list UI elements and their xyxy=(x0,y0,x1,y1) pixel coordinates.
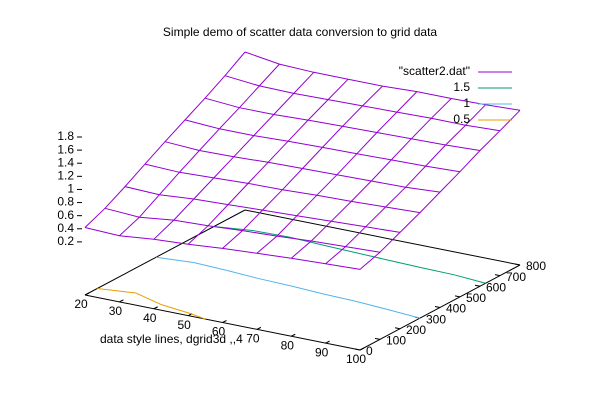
axis-line xyxy=(84,209,246,296)
contour-line xyxy=(161,304,192,315)
contour-line xyxy=(321,244,355,253)
z-tick-label: 1.8 xyxy=(57,129,74,143)
z-tick-label: 0.8 xyxy=(57,195,74,209)
y-tick xyxy=(454,295,461,298)
y-tick-label: 200 xyxy=(406,323,426,337)
y-tick-label: 400 xyxy=(446,302,466,316)
x-tick-label: 80 xyxy=(281,338,295,352)
y-tick xyxy=(354,348,361,351)
y-tick-label: 500 xyxy=(466,291,486,305)
x-axis-label: data style lines, dgrid3d ,,4 xyxy=(100,332,243,346)
contour-line xyxy=(420,267,455,276)
z-tick-label: 0.4 xyxy=(57,221,74,235)
contour-line xyxy=(387,259,421,269)
y-tick-label: 800 xyxy=(526,259,546,273)
x-tick-label: 60 xyxy=(212,325,226,339)
y-tick-label: 600 xyxy=(486,280,506,294)
surface-column xyxy=(153,71,315,240)
x-tick-label: 50 xyxy=(177,318,191,332)
x-tick-label: 20 xyxy=(74,297,88,311)
contour-line xyxy=(388,309,421,319)
x-tick-label: 90 xyxy=(315,345,329,359)
contour-line xyxy=(323,293,357,303)
x-tick-label: 70 xyxy=(246,332,260,346)
surface-column xyxy=(222,85,383,249)
contour-line xyxy=(253,230,289,238)
y-tick-label: 300 xyxy=(426,312,446,326)
contour-line xyxy=(226,269,259,279)
contour-line xyxy=(191,313,206,320)
legend-label: 1 xyxy=(463,96,470,110)
y-tick xyxy=(394,327,401,330)
surface-column xyxy=(119,63,280,237)
contour-line xyxy=(156,256,194,263)
y-tick xyxy=(434,306,441,308)
z-tick-label: 0.2 xyxy=(57,234,74,248)
x-tick xyxy=(256,326,262,330)
contour-line xyxy=(454,274,486,284)
contour-line xyxy=(97,287,137,294)
z-tick-label: 1.2 xyxy=(57,169,74,183)
z-tick-label: 1.4 xyxy=(57,155,74,169)
y-tick-label: 700 xyxy=(506,270,526,284)
legend-label: 1.5 xyxy=(453,80,470,94)
x-tick xyxy=(84,292,90,296)
contour-line xyxy=(354,251,388,261)
surface-row xyxy=(204,97,481,151)
x-tick xyxy=(153,306,158,310)
contour-line xyxy=(193,262,227,271)
chart-title: Simple demo of scatter data conversion t… xyxy=(163,25,437,39)
x-tick xyxy=(359,347,365,351)
x-tick xyxy=(325,340,330,344)
surface-row xyxy=(164,141,441,193)
y-tick xyxy=(494,274,501,277)
y-tick xyxy=(474,284,481,287)
contour-line xyxy=(258,277,292,287)
legend-label: 0.5 xyxy=(453,112,470,126)
y-tick-label: 100 xyxy=(386,334,406,348)
surface-column xyxy=(359,109,521,270)
legend-label: "scatter2.dat" xyxy=(399,64,470,78)
contour-line xyxy=(291,285,324,295)
x-tick-label: 30 xyxy=(109,304,123,318)
z-tick-label: 0.6 xyxy=(57,208,74,222)
x-tick-label: 40 xyxy=(143,311,157,325)
surface-row xyxy=(144,163,421,214)
surface-column xyxy=(290,98,452,259)
contour-line xyxy=(356,301,389,311)
surface-column xyxy=(187,78,349,245)
z-tick-label: 1.6 xyxy=(57,142,74,156)
z-tick-label: 1 xyxy=(67,182,74,196)
axis-line xyxy=(244,209,521,266)
y-tick xyxy=(514,263,521,266)
surface-row xyxy=(184,119,461,173)
x-tick-label: 100 xyxy=(346,352,366,366)
contour-line xyxy=(135,292,162,306)
y-tick-label: 0 xyxy=(366,344,373,358)
surface-column xyxy=(325,104,486,265)
x-tick xyxy=(222,320,227,323)
surface-column xyxy=(84,51,246,228)
x-tick xyxy=(119,299,124,303)
x-tick xyxy=(291,333,296,337)
y-tick xyxy=(374,337,381,340)
surface-column xyxy=(256,91,418,254)
